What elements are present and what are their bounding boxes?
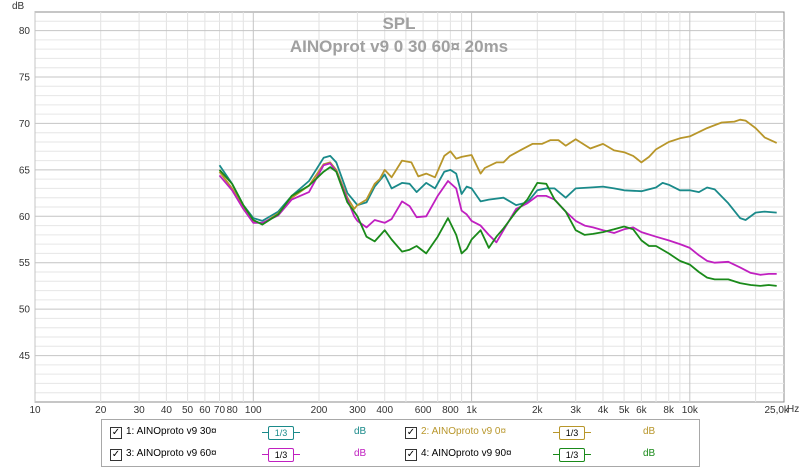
x-tick-label: 10 [29, 405, 41, 416]
x-tick-label: 400 [376, 405, 393, 416]
series-layer [218, 118, 778, 287]
smoothing-button[interactable]: 1/3 [559, 426, 585, 440]
x-tick-label: 8k [663, 405, 675, 416]
chart-title: SPL [382, 14, 415, 33]
x-tick-label: 200 [311, 405, 328, 416]
major-grid [34, 12, 784, 402]
checkbox-icon[interactable]: ✓ [405, 449, 417, 461]
smoothing-line-left [262, 432, 268, 433]
smoothing-line-right [294, 432, 300, 433]
legend-item-1[interactable]: ✓ 1: AINOproto v9 30¤ 1/3 dB [110, 424, 400, 442]
smoothing-line-right [294, 454, 300, 455]
x-tick-label: 5k [619, 405, 631, 416]
legend-unit: dB [354, 426, 367, 437]
series-line-1 [218, 155, 777, 222]
x-tick-label: 600 [415, 405, 432, 416]
y-tick-label: 55 [19, 258, 31, 269]
smoothing-line-left [262, 454, 268, 455]
x-tick-label: 70 [214, 405, 226, 416]
x-tick-labels: 10 20 30 40 50 60 70 80 100 200 300 400 600 800 1k 2k 3k… [29, 405, 789, 416]
legend-item-3[interactable]: ✓ 3: AINOproto v9 60¤ 1/3 dB [110, 446, 400, 464]
x-tick-label: 40 [161, 405, 173, 416]
smoothing-button[interactable]: 1/3 [268, 448, 294, 462]
legend-label: 2: AINOproto v9 0¤ [421, 426, 507, 437]
legend-item-4[interactable]: ✓ 4: AINOproto v9 90¤ 1/3 dB [405, 446, 695, 464]
x-tick-label: 30 [134, 405, 146, 416]
legend-unit: dB [643, 448, 656, 459]
x-tick-label: 10k [682, 405, 699, 416]
legend-unit: dB [643, 426, 656, 437]
y-tick-label: 60 [19, 212, 31, 223]
x-tick-label: 20 [95, 405, 107, 416]
smoothing-button[interactable]: 1/3 [268, 426, 294, 440]
checkbox-icon[interactable]: ✓ [405, 427, 417, 439]
legend-item-2[interactable]: ✓ 2: AINOproto v9 0¤ 1/3 dB [405, 424, 695, 442]
x-tick-label: 2k [532, 405, 544, 416]
x-tick-label: 6k [636, 405, 648, 416]
x-tick-label: 60 [199, 405, 211, 416]
legend: ✓ 1: AINOproto v9 30¤ 1/3 dB ✓ 2: AINOpr… [101, 419, 700, 467]
x-tick-label: 80 [227, 405, 239, 416]
x-axis-unit: Hz [787, 404, 799, 415]
smoothing-line-right [585, 432, 591, 433]
x-tick-label: 4k [598, 405, 610, 416]
x-tick-label: 100 [245, 405, 262, 416]
series-line-2 [218, 118, 778, 225]
smoothing-line-left [553, 454, 559, 455]
x-tick-label: 50 [182, 405, 194, 416]
x-tick-label: 300 [349, 405, 366, 416]
smoothing-line-right [585, 454, 591, 455]
x-tick-label: 800 [442, 405, 459, 416]
y-tick-label: 80 [19, 26, 31, 37]
y-tick-label: 50 [19, 305, 31, 316]
x-tick-label: 3k [570, 405, 582, 416]
y-tick-label: 75 [19, 73, 31, 84]
y-axis-label: dB [12, 1, 25, 12]
y-tick-label: 45 [19, 351, 31, 362]
y-tick-label: 65 [19, 165, 31, 176]
x-tick-label: 25,0k [764, 405, 789, 416]
checkbox-icon[interactable]: ✓ [110, 449, 122, 461]
y-tick-label: 70 [19, 119, 31, 130]
legend-label: 4: AINOproto v9 90¤ [421, 448, 512, 459]
legend-unit: dB [354, 448, 367, 459]
y-tick-labels: 45 50 55 60 65 70 75 80 [19, 26, 31, 362]
x-tick-label: 1k [466, 405, 478, 416]
series-line-4 [218, 166, 777, 287]
chart-subtitle: AINOprot v9 0 30 60¤ 20ms [290, 37, 508, 56]
smoothing-line-left [553, 432, 559, 433]
legend-label: 1: AINOproto v9 30¤ [126, 426, 217, 437]
checkbox-icon[interactable]: ✓ [110, 427, 122, 439]
smoothing-button[interactable]: 1/3 [559, 448, 585, 462]
series-line-3 [218, 162, 777, 276]
legend-label: 3: AINOproto v9 60¤ [126, 448, 217, 459]
